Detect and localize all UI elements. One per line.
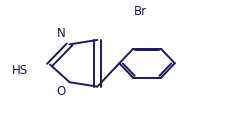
Text: O: O xyxy=(56,85,66,98)
Text: HS: HS xyxy=(12,64,28,77)
Text: Br: Br xyxy=(134,5,147,18)
Text: N: N xyxy=(57,27,66,40)
